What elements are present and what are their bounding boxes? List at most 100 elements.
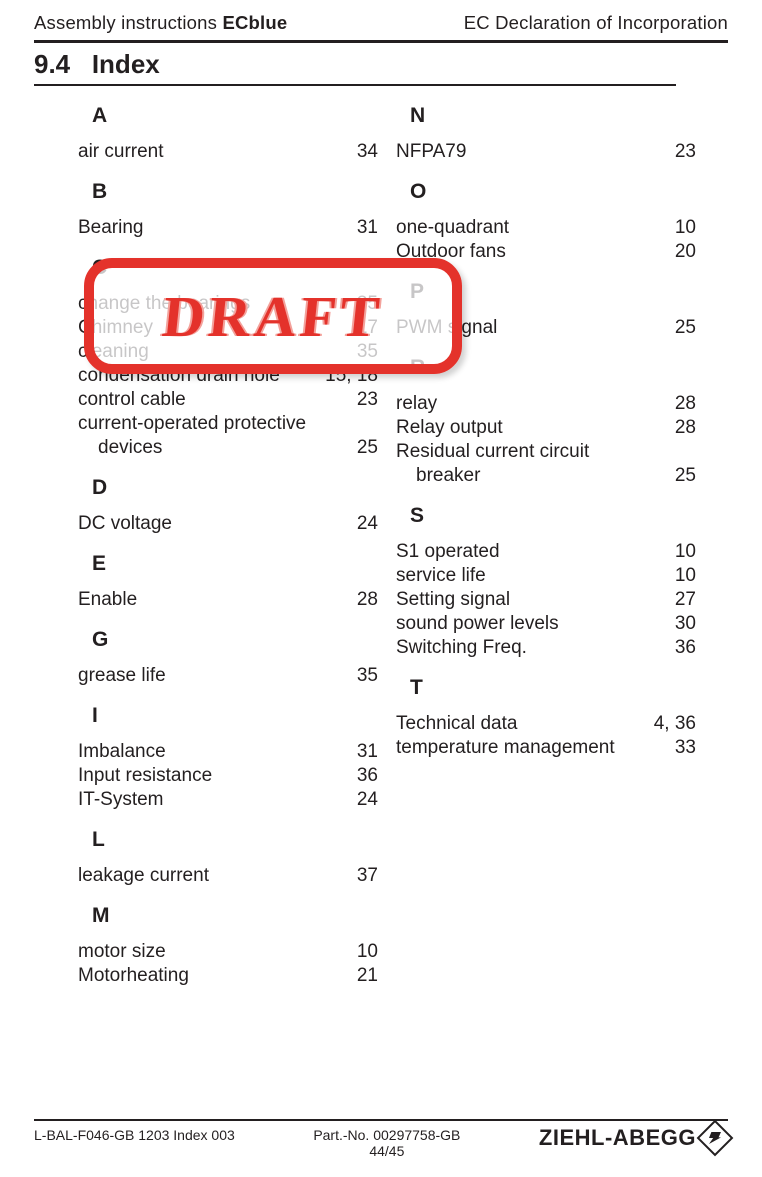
index-page-ref: 27 — [675, 588, 696, 612]
index-term: NFPA79 — [396, 140, 675, 164]
index-entry: Outdoor fans20 — [396, 240, 696, 264]
index-page-ref: 31 — [357, 740, 378, 764]
index-page-ref: 10 — [675, 540, 696, 564]
index-page-ref: 10 — [675, 564, 696, 588]
index-page-ref: 31 — [357, 216, 378, 240]
page-footer: L-BAL-F046-GB 1203 Index 003 Part.-No. 0… — [34, 1119, 728, 1159]
index-term: sound power levels — [396, 612, 675, 636]
index-letter: L — [92, 828, 378, 852]
index-entry: Chimney17 — [78, 316, 378, 340]
index-term: Residual current circuit — [396, 440, 696, 464]
index-letter: T — [410, 676, 696, 700]
index-term: S1 operated — [396, 540, 675, 564]
index-term: Setting signal — [396, 588, 675, 612]
header-right: EC Declaration of Incorporation — [464, 12, 728, 34]
brand-logo-text: ZIEHL-ABEGG — [539, 1125, 696, 1151]
index-term: air current — [78, 140, 357, 164]
index-entry: cleaning35 — [78, 340, 378, 364]
index-letter: B — [92, 180, 378, 204]
header-left-bold: ECblue — [222, 12, 287, 33]
index-entry: Residual current circuit — [396, 440, 696, 464]
index-page-ref: 28 — [675, 416, 696, 440]
index-page-ref: 25 — [357, 436, 378, 460]
footer-left: L-BAL-F046-GB 1203 Index 003 — [34, 1127, 235, 1143]
index-page-ref: 25 — [675, 464, 696, 488]
section-number: 9.4 — [34, 49, 70, 79]
index-term: relay — [396, 392, 675, 416]
index-columns: Aair current34BBearing31Cchange the bear… — [34, 104, 728, 988]
index-entry: control cable23 — [78, 388, 378, 412]
index-entry: Enable28 — [78, 588, 378, 612]
index-term: temperature management — [396, 736, 675, 760]
index-column-left: Aair current34BBearing31Cchange the bear… — [78, 104, 378, 988]
index-letter: E — [92, 552, 378, 576]
index-page-ref: 24 — [357, 512, 378, 536]
index-entry: Motorheating21 — [78, 964, 378, 988]
header-left: Assembly instructions ECblue — [34, 12, 287, 34]
index-entry: NFPA7923 — [396, 140, 696, 164]
index-page-ref: 28 — [357, 588, 378, 612]
index-entry: service life10 — [396, 564, 696, 588]
index-entry: Switching Freq.36 — [396, 636, 696, 660]
index-page-ref: 23 — [357, 388, 378, 412]
index-term: Motorheating — [78, 964, 357, 988]
section-heading: 9.4 Index — [34, 49, 728, 80]
index-entry: Setting signal27 — [396, 588, 696, 612]
index-term: cleaning — [78, 340, 357, 364]
footer-rule — [34, 1119, 728, 1121]
header-left-prefix: Assembly instructions — [34, 12, 222, 33]
index-term: Technical data — [396, 712, 654, 736]
index-entry: air current34 — [78, 140, 378, 164]
index-page-ref: 37 — [357, 864, 378, 888]
section-rule — [34, 84, 676, 86]
index-entry: one-quadrant10 — [396, 216, 696, 240]
index-entry: Input resistance36 — [78, 764, 378, 788]
index-entry: temperature management33 — [396, 736, 696, 760]
index-term: leakage current — [78, 864, 357, 888]
index-letter: A — [92, 104, 378, 128]
index-entry: devices25 — [78, 436, 378, 460]
brand-logo: ZIEHL-ABEGG — [539, 1125, 728, 1151]
index-entry: sound power levels30 — [396, 612, 696, 636]
index-entry: relay28 — [396, 392, 696, 416]
index-entry: Bearing31 — [78, 216, 378, 240]
index-term: breaker — [396, 464, 675, 488]
index-page-ref: 17 — [357, 316, 378, 340]
index-term: grease life — [78, 664, 357, 688]
index-entry: DC voltage24 — [78, 512, 378, 536]
index-column-right: NNFPA7923Oone-quadrant10Outdoor fans20PP… — [396, 104, 696, 988]
footer-row: L-BAL-F046-GB 1203 Index 003 Part.-No. 0… — [34, 1127, 728, 1159]
index-page-ref: 23 — [675, 140, 696, 164]
index-term: Relay output — [396, 416, 675, 440]
index-term: service life — [396, 564, 675, 588]
index-page-ref: 30 — [675, 612, 696, 636]
index-term: control cable — [78, 388, 357, 412]
index-term: Input resistance — [78, 764, 357, 788]
index-term: DC voltage — [78, 512, 357, 536]
index-page-ref: 15, 18 — [325, 364, 378, 388]
index-page-ref: 25 — [675, 316, 696, 340]
index-page-ref: 21 — [357, 964, 378, 988]
index-page-ref: 28 — [675, 392, 696, 416]
index-term: IT-System — [78, 788, 357, 812]
index-letter: P — [410, 280, 696, 304]
index-entry: Relay output28 — [396, 416, 696, 440]
index-letter: O — [410, 180, 696, 204]
index-term: PWM signal — [396, 316, 675, 340]
index-entry: PWM signal25 — [396, 316, 696, 340]
running-header: Assembly instructions ECblue EC Declarat… — [34, 12, 728, 38]
index-term: Switching Freq. — [396, 636, 675, 660]
index-term: motor size — [78, 940, 357, 964]
index-entry: change the bearings35 — [78, 292, 378, 316]
index-term: Outdoor fans — [396, 240, 675, 264]
index-entry: IT-System24 — [78, 788, 378, 812]
index-page-ref: 35 — [357, 664, 378, 688]
footer-page-number: 44/45 — [313, 1143, 460, 1159]
index-page-ref: 33 — [675, 736, 696, 760]
index-term: Chimney — [78, 316, 357, 340]
index-entry: motor size10 — [78, 940, 378, 964]
index-letter: G — [92, 628, 378, 652]
index-page-ref: 4, 36 — [654, 712, 696, 736]
index-entry: S1 operated10 — [396, 540, 696, 564]
footer-center: Part.-No. 00297758-GB 44/45 — [313, 1127, 460, 1159]
